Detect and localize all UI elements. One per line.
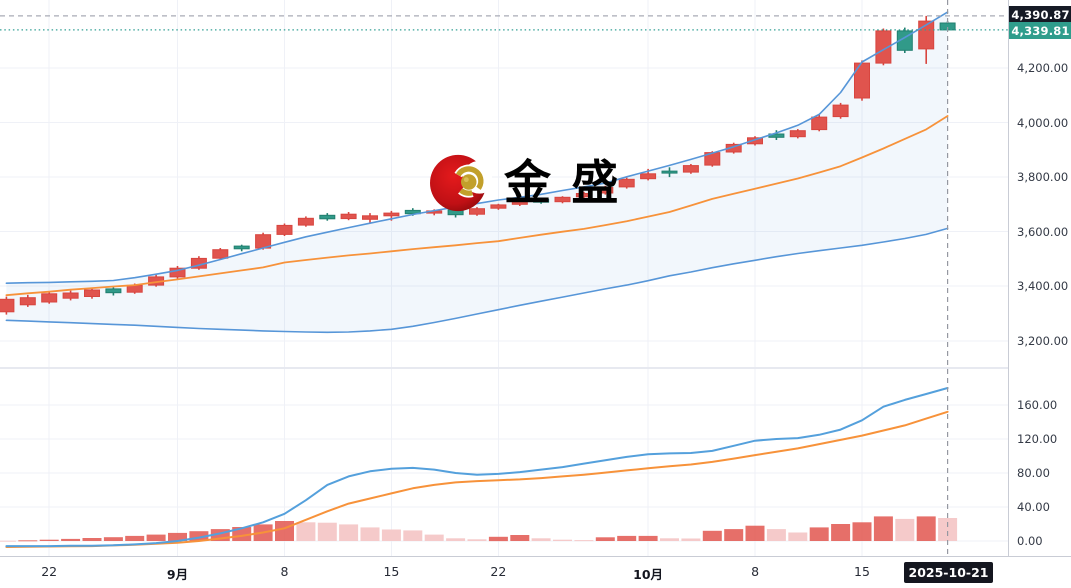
- time-axis-tick: 15: [383, 564, 400, 579]
- time-axis-tick: 9月: [166, 567, 189, 582]
- ma-mid-line: [5, 115, 949, 297]
- price-axis[interactable]: 4,390.87 4,339.81 4,200.00 4,000.00 3,800.…: [1008, 0, 1071, 556]
- panel-divider[interactable]: [0, 367, 1071, 369]
- time-axis-tick: 22: [41, 564, 58, 579]
- bollinger-lower-line: [5, 227, 949, 334]
- price-axis-tick: 120.00: [1017, 432, 1058, 446]
- last-price-label: 4,339.81: [1009, 22, 1071, 39]
- price-axis-tick: 40.00: [1017, 500, 1050, 514]
- price-axis-tick: 160.00: [1017, 398, 1058, 412]
- time-axis-tick: 22: [490, 564, 507, 579]
- high-price-label: 4,390.87: [1009, 6, 1071, 23]
- time-axis-tick: 8: [751, 564, 760, 579]
- time-axis-tick: 15: [854, 564, 870, 579]
- histogram-bars: [0, 516, 958, 542]
- price-axis-tick: 3,400.00: [1017, 279, 1069, 294]
- price-axis-tick: 4,000.00: [1017, 115, 1069, 130]
- chart-canvas[interactable]: [0, 0, 1008, 556]
- time-axis[interactable]: 2025-10-21 22 9月 8 15 22 10月 8 15: [0, 556, 1071, 588]
- price-axis-tick: 3,800.00: [1017, 170, 1069, 185]
- price-axis-tick: 3,600.00: [1017, 224, 1069, 239]
- price-axis-tick: 0.00: [1017, 534, 1043, 548]
- time-axis-tick: 10月: [633, 567, 664, 582]
- price-axis-tick: 4,200.00: [1017, 61, 1069, 75]
- price-axis-tick: 80.00: [1017, 466, 1050, 480]
- price-axis-tick: 3,200.00: [1017, 333, 1069, 348]
- oscillator-fast-line: [5, 387, 949, 548]
- crosshair-date-badge: 2025-10-21: [904, 562, 993, 583]
- bollinger-fill: [6, 12, 948, 333]
- time-axis-tick: 8: [280, 564, 289, 579]
- oscillator-slow-line: [5, 410, 949, 548]
